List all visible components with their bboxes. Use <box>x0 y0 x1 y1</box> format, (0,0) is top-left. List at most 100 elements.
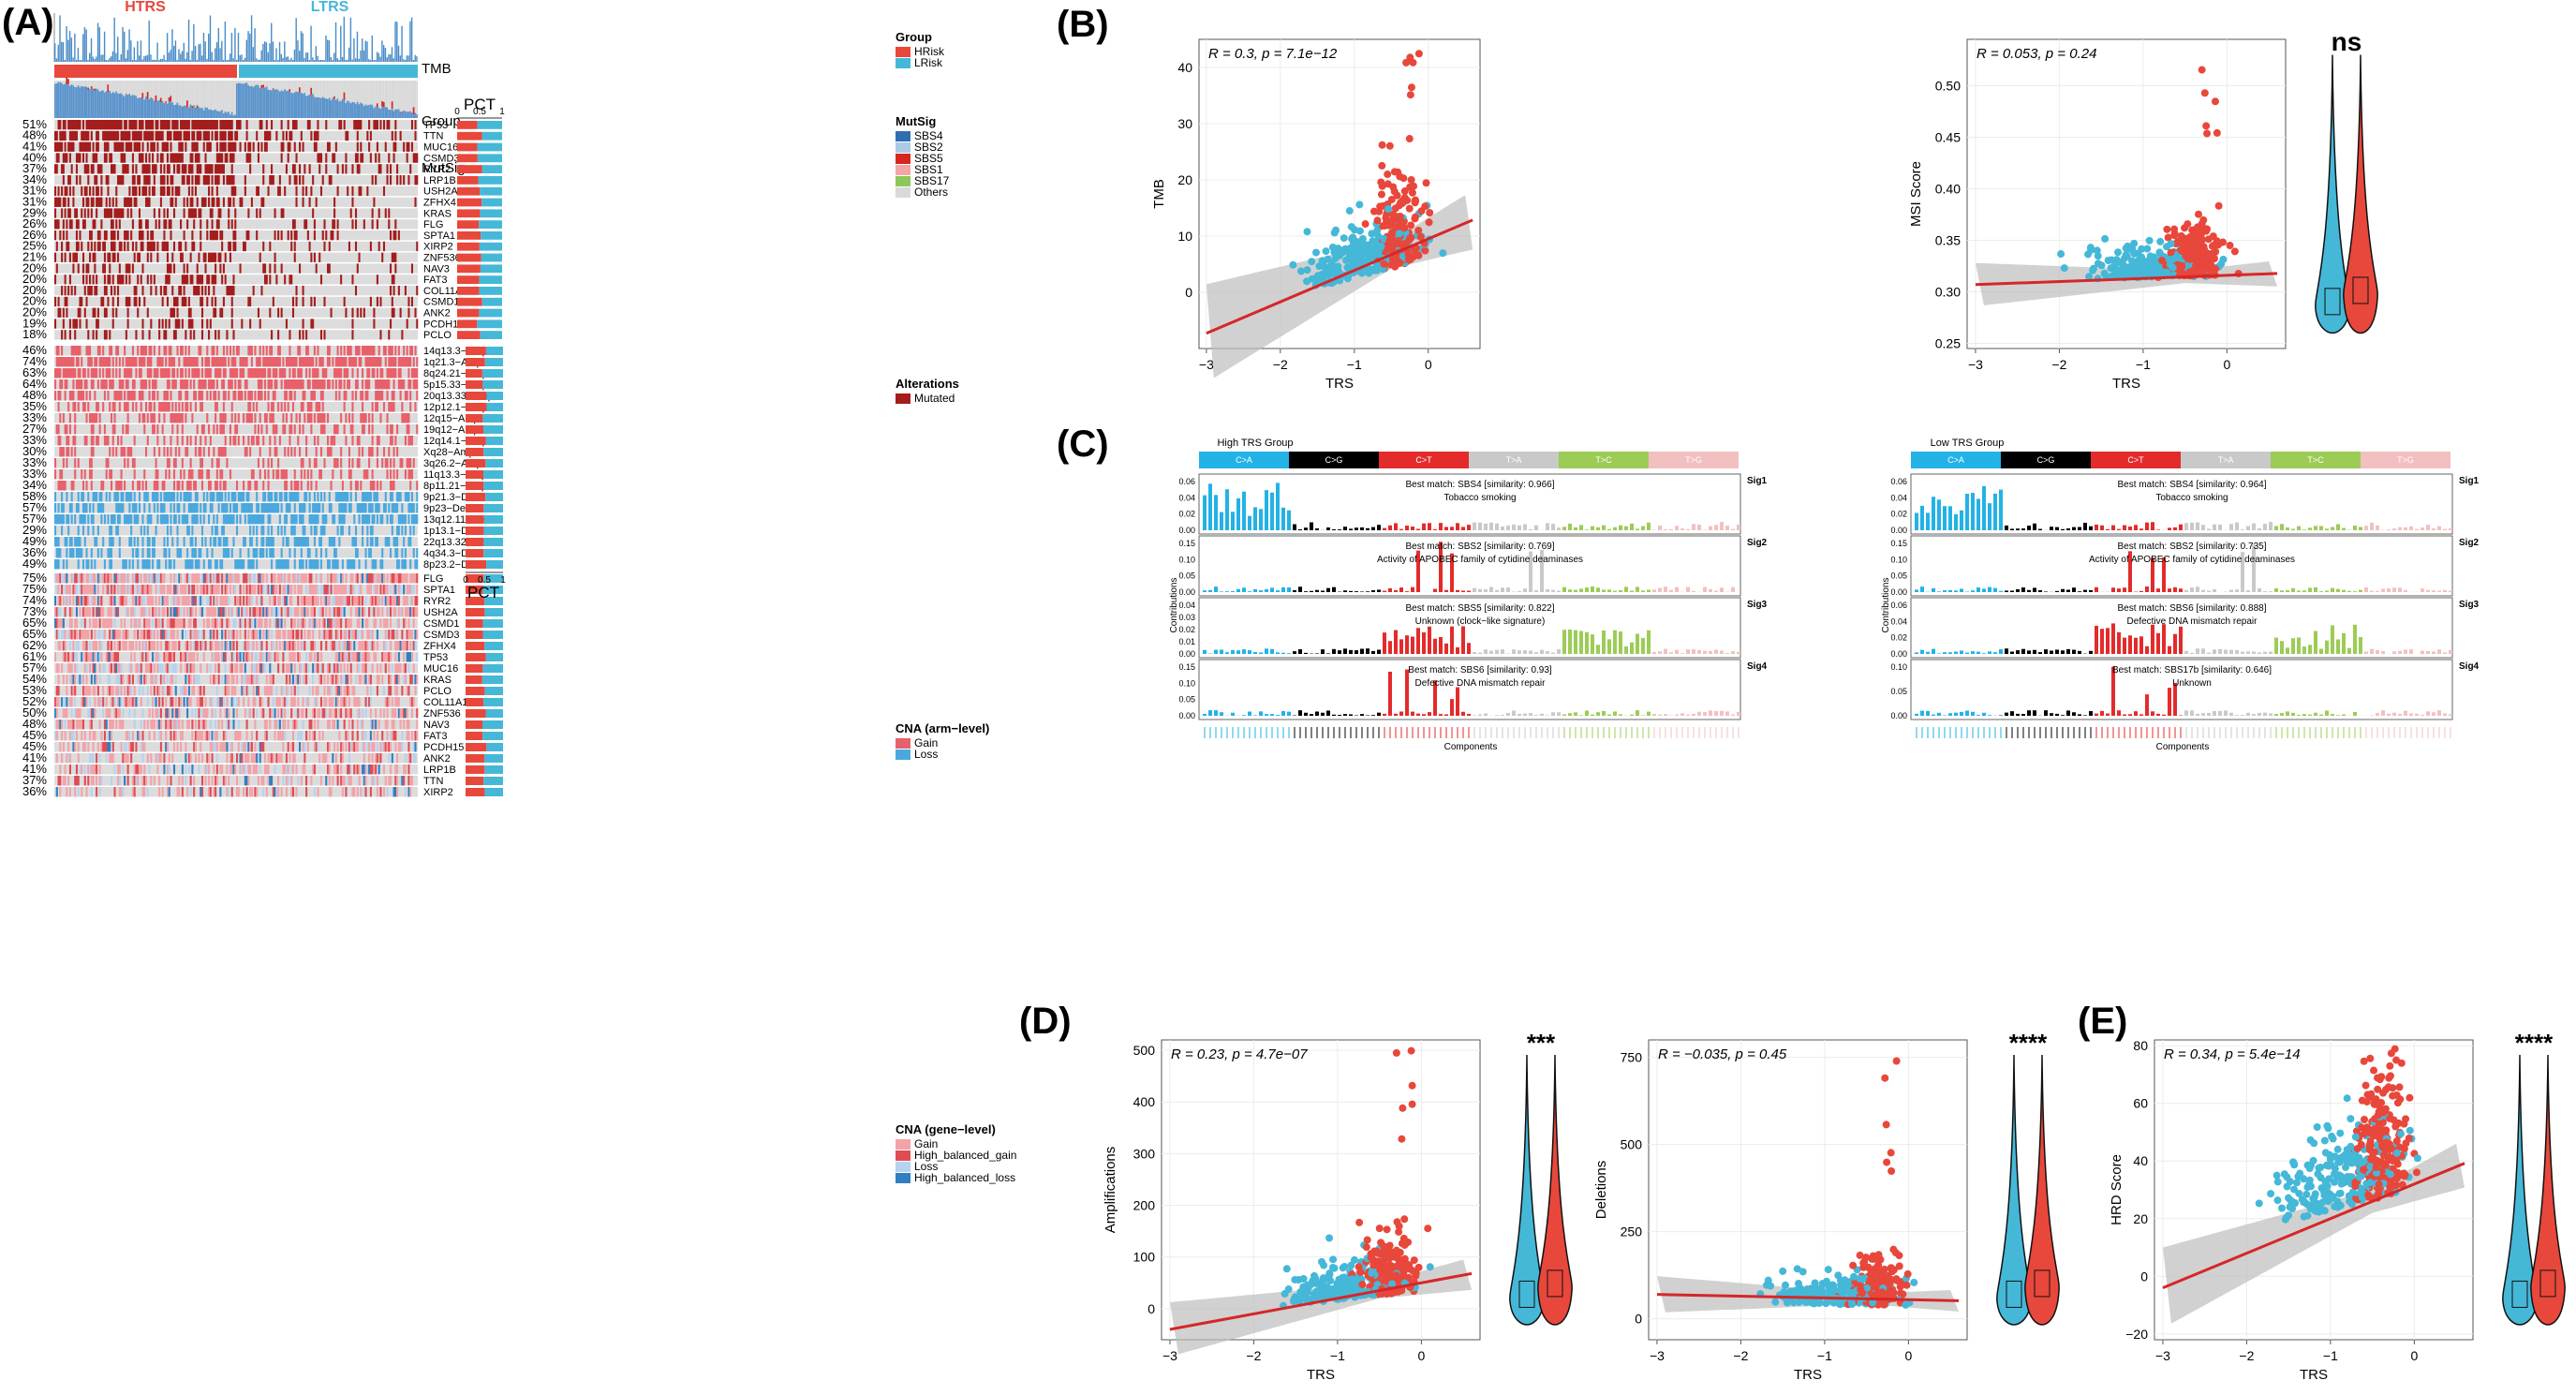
heatmap-cell <box>64 186 67 197</box>
heatmap-cell <box>181 296 184 307</box>
heatmap-cell <box>200 447 202 457</box>
mutsig-bar-sbs4 <box>107 92 110 118</box>
heatmap-cell <box>360 596 363 606</box>
heatmap-cell <box>406 141 408 152</box>
heatmap-cell <box>333 458 336 468</box>
heatmap-cell <box>96 379 99 390</box>
heatmap-cell <box>105 286 108 296</box>
heatmap-cell <box>345 368 348 378</box>
heatmap-cell <box>375 175 378 186</box>
heatmap-cell <box>202 559 205 570</box>
mutsig-bar-sbs4 <box>349 103 352 118</box>
heatmap-cell <box>67 241 70 252</box>
heatmap-cell <box>64 141 67 152</box>
heatmap-cell <box>96 208 98 218</box>
heatmap-cell <box>284 618 287 629</box>
heatmap-cell <box>375 357 378 367</box>
tmb-bar <box>265 42 268 62</box>
mut-pct-bar-l <box>480 186 502 196</box>
heatmap-cell <box>126 514 129 525</box>
heatmap-cell <box>96 413 98 423</box>
mutsig-bar-sbs4 <box>181 106 184 118</box>
heatmap-cell <box>333 219 336 230</box>
heatmap-cell <box>67 175 70 186</box>
heatmap-cell <box>315 357 318 367</box>
heatmap-cell <box>384 503 387 513</box>
heatmap-cell <box>196 175 199 186</box>
mutsig-bar-sbs4 <box>404 111 407 118</box>
mut-heatmap <box>54 120 419 340</box>
heatmap-cell <box>185 346 187 356</box>
heatmap-cell <box>221 618 224 629</box>
heatmap-cell <box>70 130 73 141</box>
heatmap-cell <box>66 537 68 547</box>
heatmap-cell <box>170 391 172 401</box>
heatmap-cell <box>55 618 58 629</box>
tmb-bar <box>79 59 81 62</box>
heatmap-cell <box>83 208 86 218</box>
heatmap-cell <box>305 559 308 570</box>
heatmap-cell <box>215 585 218 595</box>
heatmap-cell <box>98 596 101 606</box>
heatmap-cell <box>392 458 395 468</box>
heatmap-cell <box>66 585 68 595</box>
heatmap-cell <box>388 330 391 340</box>
heatmap-cell <box>55 346 58 356</box>
heatmap-cell <box>105 230 108 241</box>
heatmap-cell <box>295 379 298 390</box>
heatmap-cell <box>302 286 304 296</box>
heatmap-cell <box>59 548 62 558</box>
heatmap-cell <box>117 607 120 617</box>
heatmap-cell <box>293 607 296 617</box>
heatmap-cell <box>194 141 197 152</box>
heatmap-cell <box>260 197 263 207</box>
heatmap-cell <box>181 346 184 356</box>
mutsig-bar-others <box>211 81 214 118</box>
heatmap-cell <box>198 153 200 163</box>
mutsig-bar-sbs4 <box>59 82 62 118</box>
heatmap-cell <box>174 458 177 468</box>
heatmap-cell <box>66 447 68 457</box>
mutsig-bar-sbs4 <box>278 91 281 118</box>
mutsig-bar-sbs4 <box>291 93 294 118</box>
tmb-bar <box>186 52 188 62</box>
mutsig-bar-sbs4 <box>348 101 350 118</box>
heatmap-cell <box>107 175 110 186</box>
heatmap-cell <box>412 379 415 390</box>
heatmap-cell <box>306 402 309 412</box>
heatmap-cell <box>81 573 83 584</box>
heatmap-cell <box>217 573 220 584</box>
heatmap-cell <box>277 526 280 536</box>
mutsig-bar-sbs4 <box>222 113 225 118</box>
heatmap-cell <box>102 481 105 491</box>
heatmap-cell <box>297 596 300 606</box>
heatmap-cell <box>259 618 261 629</box>
heatmap-cell <box>204 153 207 163</box>
heatmap-cell <box>152 164 155 174</box>
mutsig-bar-sbs4 <box>373 108 376 118</box>
mutsig-bar-sbs4 <box>265 86 268 118</box>
heatmap-cell <box>284 402 287 412</box>
heatmap-cell <box>54 607 57 617</box>
heatmap-cell <box>153 379 155 390</box>
heatmap-cell <box>200 585 204 595</box>
heatmap-cell <box>217 330 220 340</box>
heatmap-cell <box>272 424 274 435</box>
heatmap-cell <box>68 548 71 558</box>
heatmap-cell <box>198 346 200 356</box>
heatmap-cell <box>170 514 172 525</box>
tmb-bar <box>285 56 288 62</box>
heatmap-cell <box>313 368 316 378</box>
heatmap-cell <box>111 120 114 130</box>
heatmap-cell <box>183 537 185 547</box>
heatmap-cell <box>222 164 225 174</box>
heatmap-cell <box>256 402 259 412</box>
heatmap-cell <box>113 241 116 252</box>
heatmap-cell <box>148 379 151 390</box>
heatmap-cell <box>247 548 250 558</box>
heatmap-cell <box>271 357 274 367</box>
heatmap-cell <box>360 153 363 163</box>
heatmap-cell <box>229 469 232 480</box>
heatmap-cell <box>221 573 224 584</box>
tmb-bar <box>364 40 366 62</box>
